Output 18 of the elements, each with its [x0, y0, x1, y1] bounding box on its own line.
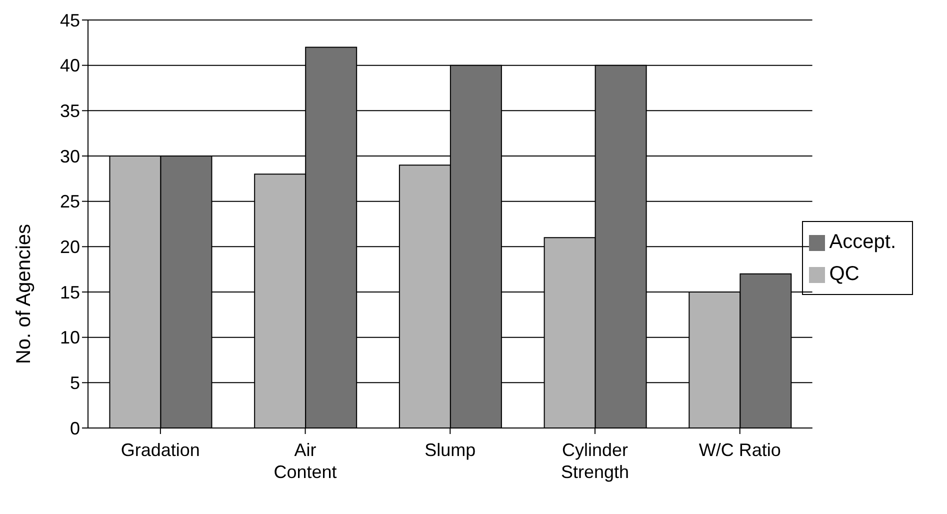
y-tick-label: 10 — [60, 328, 80, 348]
y-axis-title: No. of Agencies — [13, 224, 36, 364]
legend-label: Accept. — [829, 231, 896, 253]
x-tick-label: Air Content — [274, 440, 337, 482]
y-tick-label: 35 — [60, 101, 80, 122]
y-tick-label: 5 — [70, 373, 80, 394]
y-tick-label: 15 — [60, 282, 80, 302]
y-tick-label: 0 — [70, 418, 80, 438]
x-tick-label: Cylinder Strength — [560, 440, 630, 482]
y-tick-label: 40 — [60, 56, 80, 76]
y-tick-label: 25 — [60, 192, 80, 212]
legend-label: QC — [829, 263, 860, 285]
x-tick-label: Slump — [424, 440, 476, 460]
y-tick-label: 30 — [60, 146, 80, 166]
x-tick-label: Gradation — [120, 440, 200, 460]
y-tick-label: 45 — [60, 10, 80, 30]
x-tick-label: W/C Ratio — [698, 440, 781, 460]
y-tick-label: 20 — [60, 237, 80, 258]
